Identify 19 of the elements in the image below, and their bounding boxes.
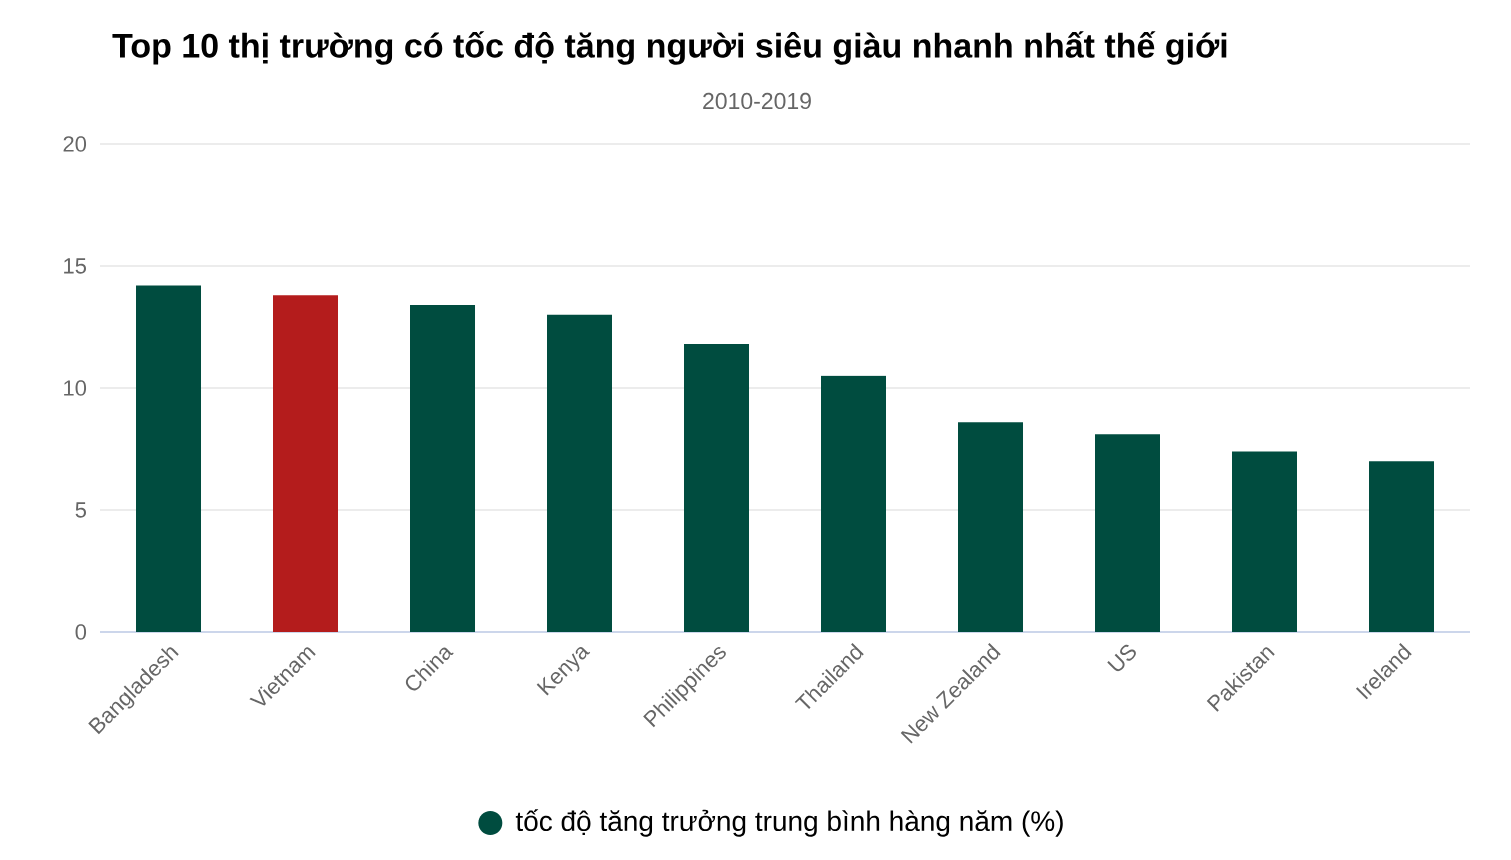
bar: [958, 422, 1023, 632]
bar: [273, 295, 339, 632]
y-tick-label: 15: [64, 258, 86, 274]
bar: [410, 305, 476, 632]
y-tick-label: 20: [63, 136, 87, 152]
chart-title: Top 10 thị trường có tốc độ tăng người siêu giàu nhanh nhất thế giới: [112, 31, 1227, 65]
x-tick-label: US: [1107, 644, 1136, 672]
bar: [547, 314, 612, 632]
chart-subtitle: 2010-2019: [703, 92, 811, 110]
bar: [1369, 461, 1434, 632]
bar: [1232, 451, 1297, 632]
bar: [684, 344, 750, 632]
y-tick-label: 5: [75, 502, 86, 518]
bar: [1095, 434, 1161, 632]
bar: [821, 375, 886, 632]
legend-label: tốc độ tăng trưởng trung bình hàng năm (%): [515, 809, 1063, 837]
bar: [136, 285, 201, 632]
y-tick-label: 0: [75, 624, 87, 640]
y-tick-label: 10: [64, 380, 87, 396]
